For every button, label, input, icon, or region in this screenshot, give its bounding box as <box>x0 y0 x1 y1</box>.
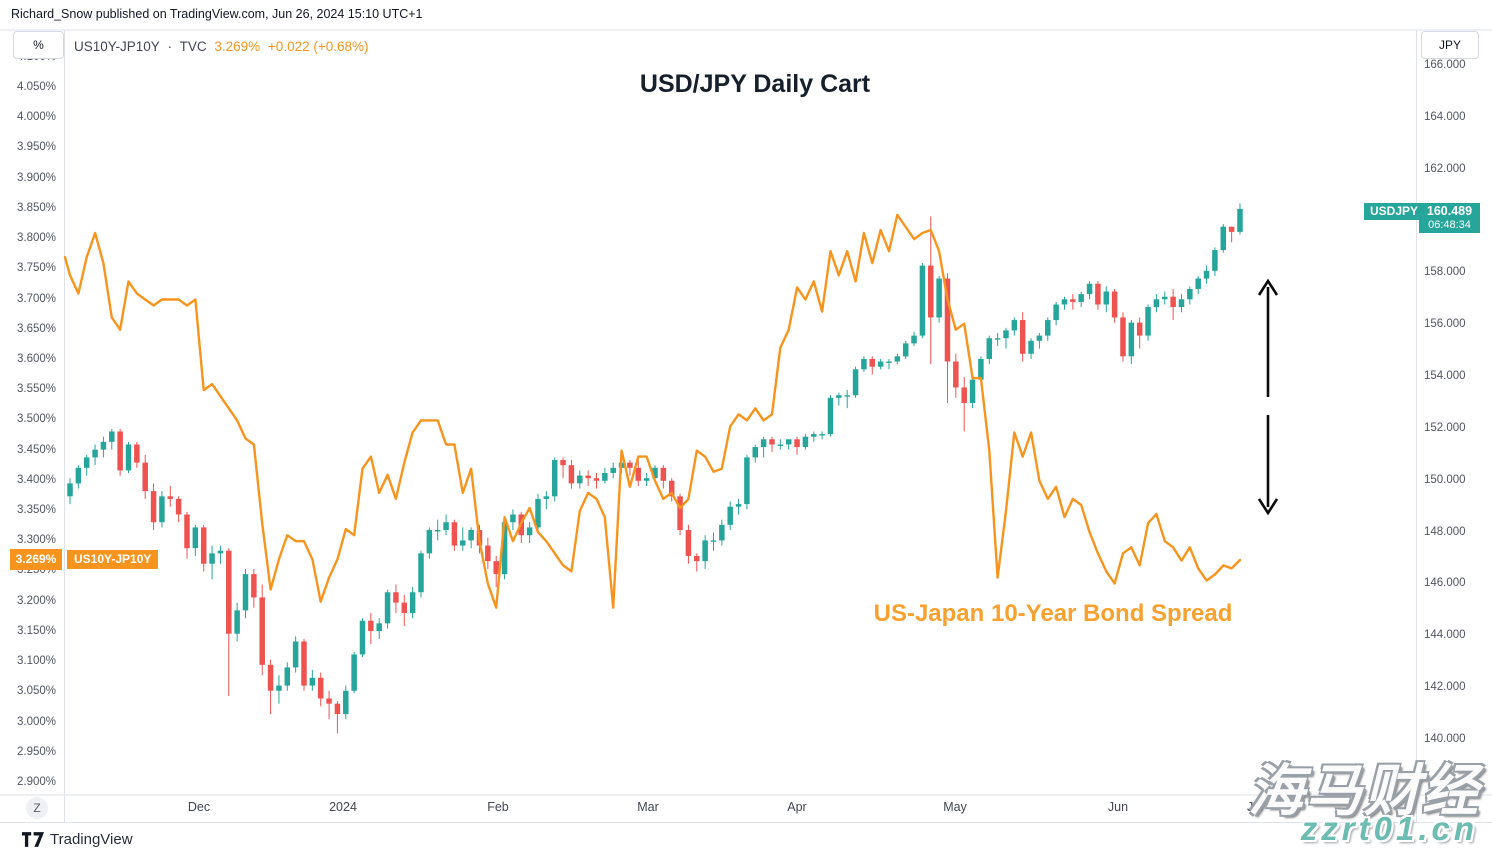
timezone-button[interactable]: Z <box>26 797 48 819</box>
left-axis-label: 3.000% <box>16 715 56 728</box>
spread-annotation-text: US-Japan 10-Year Bond Spread <box>873 600 1233 627</box>
right-axis-label: 156.000 <box>1424 318 1466 331</box>
spread-series-tag: US10Y-JP10Y <box>67 550 159 569</box>
usdjpy-symbol-tag: USDJPY <box>1364 203 1425 220</box>
left-axis-label: 2.900% <box>16 775 56 788</box>
legend-symbol[interactable]: US10Y-JP10Y <box>74 39 160 54</box>
left-axis-label: 2.950% <box>16 745 56 758</box>
time-axis-label: Jul <box>1247 800 1263 814</box>
right-axis-label: 162.000 <box>1424 162 1466 175</box>
left-axis-label: 3.300% <box>16 534 56 547</box>
time-axis-label: Jun <box>1107 800 1129 814</box>
spread-axis-price-label: 3.269% <box>10 549 62 570</box>
time-axis-label: Mar <box>637 800 659 814</box>
chart-title: USD/JPY Daily Cart <box>639 70 871 98</box>
left-axis-label: 3.750% <box>16 262 56 275</box>
left-axis-label: 4.000% <box>16 111 56 124</box>
left-axis-label: 3.500% <box>16 413 56 426</box>
right-axis-label: 158.000 <box>1424 266 1466 279</box>
right-axis-label: 140.000 <box>1424 732 1466 745</box>
left-axis-label: 4.050% <box>16 81 56 93</box>
left-axis-label: 3.350% <box>16 504 56 516</box>
watermark-cjk: 海马财经 <box>1248 759 1480 822</box>
legend[interactable]: US10Y-JP10Y · TVC 3.269% +0.022 (+0.68%) <box>74 39 373 54</box>
right-axis-label: 154.000 <box>1424 370 1466 383</box>
right-scale-unit-button[interactable]: JPY <box>1421 31 1479 59</box>
legend-change: +0.022 (+0.68%) <box>267 39 369 54</box>
left-axis-label: 3.850% <box>16 201 56 214</box>
right-axis-label: 144.000 <box>1424 629 1466 642</box>
left-axis-label: 3.900% <box>16 171 56 184</box>
left-axis-label: 3.050% <box>16 685 56 698</box>
left-axis-label: 3.600% <box>16 352 56 365</box>
time-axis-label: 2024 <box>329 800 357 814</box>
left-axis-label: 3.200% <box>16 594 56 607</box>
left-axis-label: 3.150% <box>16 624 56 637</box>
attribution: Richard_Snow published on TradingView.co… <box>11 7 423 21</box>
right-axis-label: 166.000 <box>1424 59 1466 71</box>
tradingview-logo-icon <box>22 832 44 847</box>
left-axis-label: 3.550% <box>16 383 56 396</box>
left-scale-unit-button[interactable]: % <box>13 31 64 59</box>
right-axis-label: 152.000 <box>1424 421 1466 434</box>
time-axis-label: Apr <box>787 800 807 814</box>
right-axis-label: 164.000 <box>1424 110 1466 123</box>
usdjpy-price-badge: 160.489 06:48:34 <box>1419 203 1480 233</box>
left-axis-label: 3.450% <box>16 443 56 456</box>
legend-exchange: TVC <box>179 39 207 54</box>
footer-brand[interactable]: TradingView <box>22 831 133 848</box>
legend-last-value: 3.269% <box>214 39 261 54</box>
right-axis-label: 146.000 <box>1424 577 1466 590</box>
left-axis-label: 3.100% <box>16 655 56 668</box>
legend-separator: · <box>167 39 173 54</box>
left-axis-label: 3.650% <box>16 322 56 335</box>
right-axis-label: 148.000 <box>1424 525 1466 538</box>
usdjpy-last-price: 160.489 <box>1426 204 1473 218</box>
left-axis-label: 3.800% <box>16 232 56 245</box>
right-axis-label: 142.000 <box>1424 681 1466 694</box>
time-axis-label: May <box>943 800 967 814</box>
left-axis-label: 3.700% <box>16 292 56 305</box>
time-axis-label: Dec <box>187 800 211 814</box>
right-axis-label: 150.000 <box>1424 473 1466 486</box>
brand-name: TradingView <box>50 831 133 848</box>
left-axis-label: 3.950% <box>16 141 56 154</box>
left-axis-label: 3.400% <box>16 473 56 486</box>
usdjpy-countdown: 06:48:34 <box>1428 219 1471 231</box>
time-axis-label: Feb <box>487 800 509 814</box>
watermark-url: zzrt01.cn <box>1300 810 1478 847</box>
